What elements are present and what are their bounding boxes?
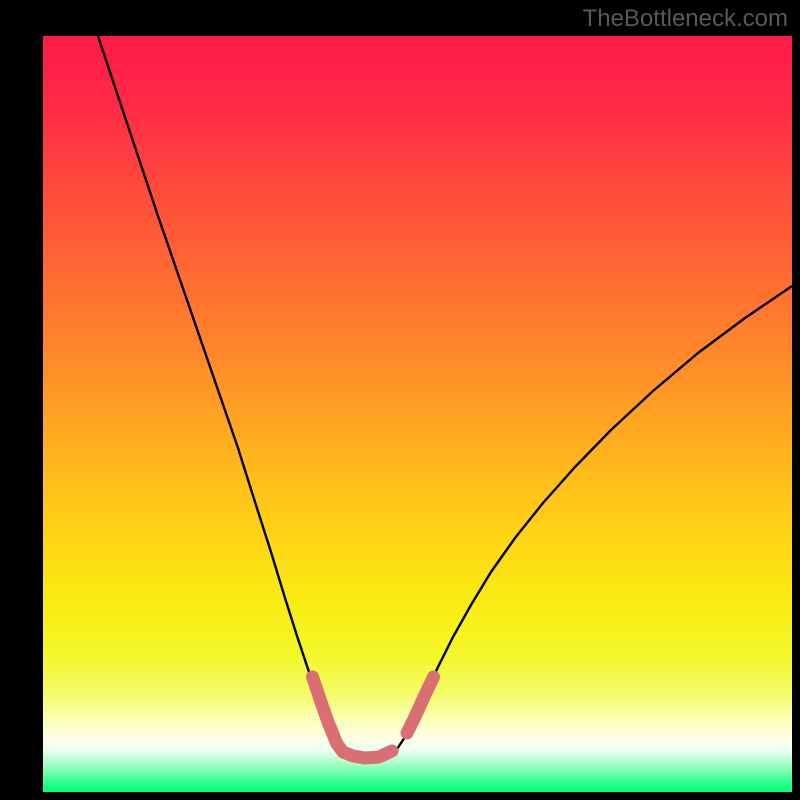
curve-layer — [43, 36, 792, 792]
bottleneck-curve — [98, 36, 792, 758]
watermark-text: TheBottleneck.com — [583, 5, 788, 33]
plot-area — [43, 36, 792, 792]
marker-cluster-right — [407, 677, 434, 733]
marker-cluster-left — [313, 677, 393, 758]
